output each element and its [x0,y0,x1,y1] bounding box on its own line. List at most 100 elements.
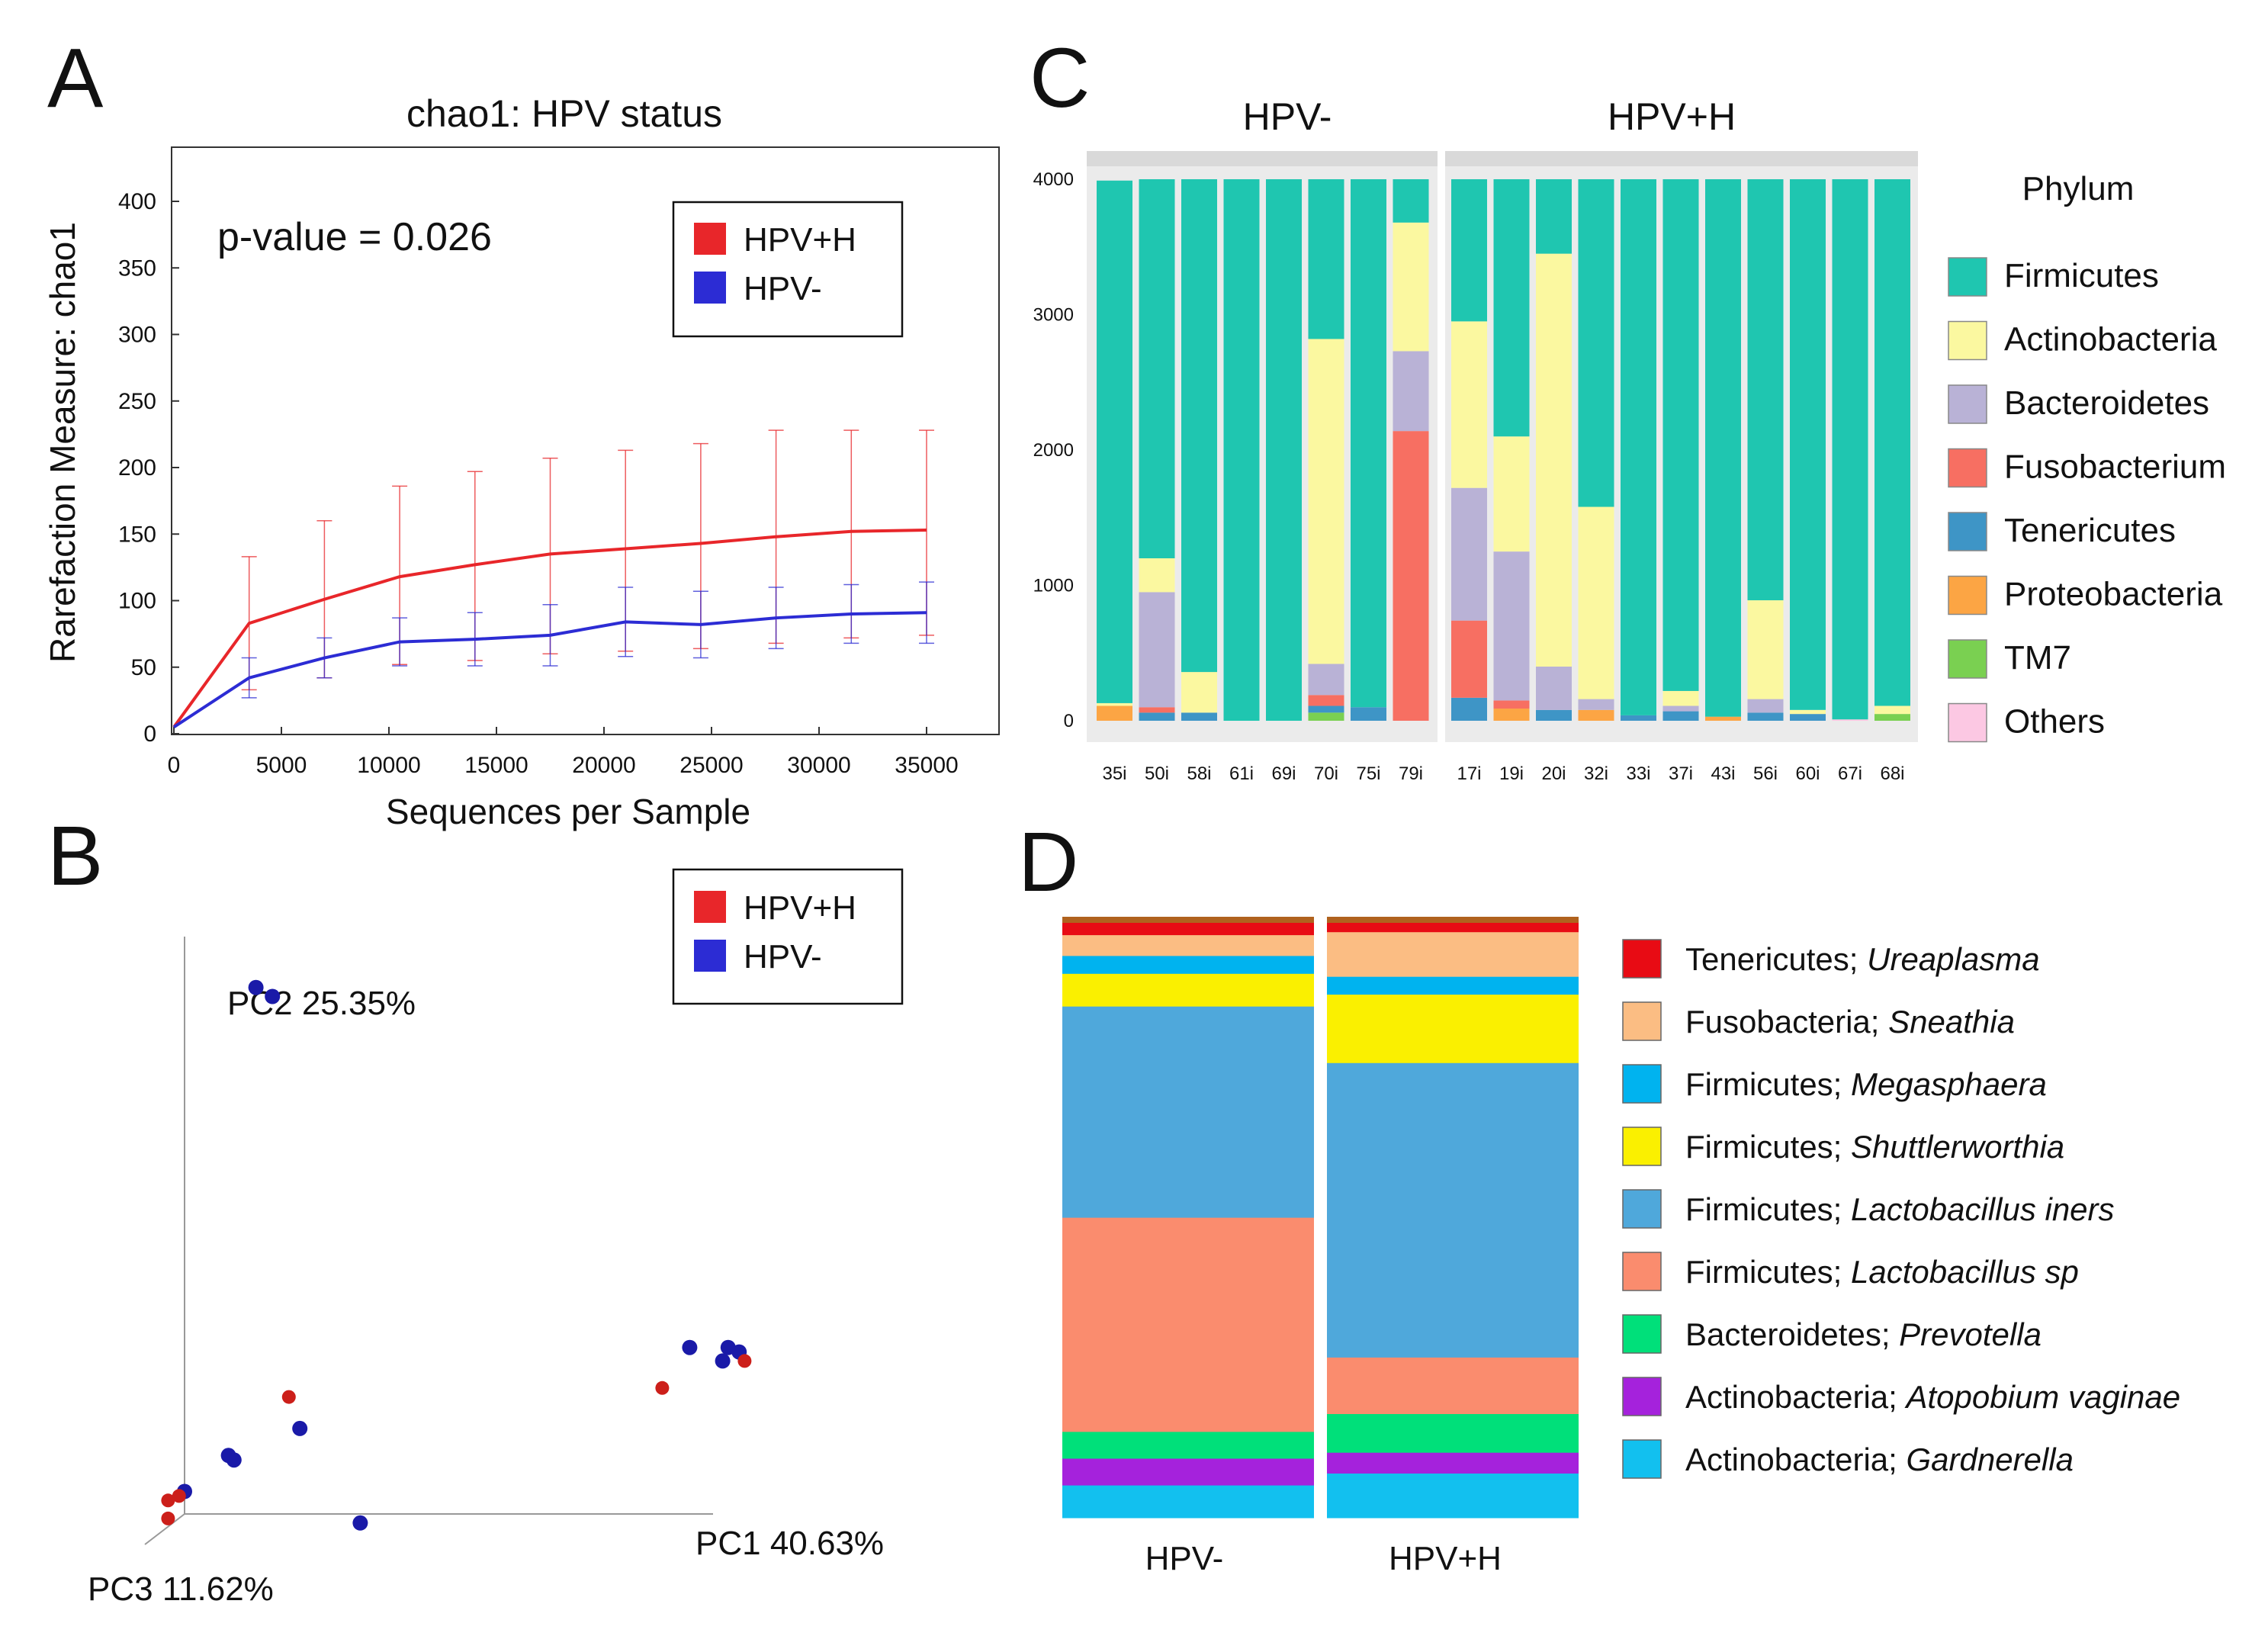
phylum-legend-label: Firmicutes [2004,257,2159,294]
y-tick-label: 250 [118,389,156,414]
genus-segment-sneathia [1327,931,1579,977]
x-tick-label: 25000 [679,753,743,778]
stack-segment-tenericutes [1139,712,1175,721]
pvalue-annotation: p-value = 0.026 [217,215,492,259]
x-tick-label: 15000 [464,753,528,778]
genus-legend: Tenericutes; Ureaplasma Fusobacteria; Sne… [1622,939,2180,1479]
stack-segment-actinobacteria [1578,506,1614,699]
stack-segment-firmicutes [1266,179,1302,721]
y-tick-label: 400 [118,189,156,214]
pcoa-point-hpvneg [715,1353,731,1369]
phylum-legend-label: Tenericutes [2004,512,2176,549]
sample-label: 43i [1711,763,1735,784]
x-tick-label: 30000 [787,753,850,778]
stack-segment-firmicutes [1223,179,1260,721]
genus-segment-gardnerella [1062,1485,1314,1519]
stack-segment-actinobacteria [1747,600,1784,699]
phylum-swatch [1948,257,1987,297]
stack-segment-actinobacteria [1493,436,1530,552]
sample-label: 32i [1584,763,1608,784]
sample-label: 61i [1229,763,1254,784]
stack-segment-tenericutes [1451,697,1487,721]
genus-segment-ureaplasma [1327,923,1579,933]
panel-a-legend: HPV+H HPV- [672,201,904,338]
genus-swatch [1622,1064,1662,1104]
genus-segment-ureaplasma [1062,923,1314,936]
sample-label: 33i [1626,763,1650,784]
pc3-label: PC3 11.62% [88,1570,274,1608]
phylum-legend-label: TM7 [2004,639,2071,677]
stack-segment-firmicutes [1536,179,1572,254]
sample-label: 68i [1880,763,1904,784]
pcoa-point-hpvneg [248,979,264,995]
pc1-label: PC1 40.63% [695,1525,884,1562]
stack-segment-bacteroidetes [1451,487,1487,621]
phylum-legend-label: Bacteroidetes [2004,384,2209,422]
stack-segment-bacteroidetes [1747,699,1784,713]
phylum-swatch [1948,384,1987,424]
panel-c-x-ticks: 35i 50i 58i 61i 69i 70i 75i 79i 17i 19i 20i 32i 33i 3… [1102,763,1904,784]
stack-segment-actinobacteria [1308,339,1344,664]
panel-letter-b: B [47,809,103,903]
stack-segment-tm7 [1308,712,1344,721]
pcoa-point-hpvneg [226,1452,242,1468]
stack-segment-actinobacteria [1874,706,1910,715]
genus-legend-label: Actinobacteria; Gardnerella [1685,1442,2074,1477]
legend-swatch-hpvh [694,223,726,255]
pcoa-point-hpvh [161,1511,175,1525]
legend-label-hpvh: HPV+H [744,889,856,927]
pcoa-point-hpvneg [292,1420,308,1436]
panel-b-legend: HPV+H HPV- [672,868,904,1005]
panel-c-bars [1097,179,1910,721]
stack-segment-firmicutes [1832,179,1868,720]
stack-segment-fusobacterium [1493,700,1530,709]
c-y-tick-label: 1000 [1033,576,1074,596]
stack-segment-actinobacteria [1536,253,1572,667]
genus-segment-megasphaera [1327,976,1579,995]
x-tick-label: 10000 [357,753,420,778]
panel-d-category-hpvneg: HPV- [1145,1540,1224,1577]
genus-swatch [1622,1314,1662,1354]
x-tick-label: 20000 [572,753,635,778]
panel-letter-d: D [1018,815,1078,909]
stack-segment-fusobacterium [1308,695,1344,706]
genus-swatch [1622,1439,1662,1479]
legend-label-hpvneg: HPV- [744,938,822,975]
stack-segment-firmicutes [1351,179,1386,708]
genus-segment-lactobacillus-iners [1062,1006,1314,1218]
genus-segment-prevotella [1062,1431,1314,1459]
stack-segment-bacteroidetes [1536,667,1572,710]
stack-segment-firmicutes [1493,179,1530,437]
stack-segment-proteobacteria [1705,716,1741,721]
stack-segment-firmicutes [1621,179,1656,715]
genus-legend-label: Firmicutes; Megasphaera [1685,1066,2047,1102]
genus-swatch [1622,1189,1662,1229]
stack-segment-fusobacterium [1393,431,1429,721]
stack-segment-firmicutes [1705,179,1741,717]
phylum-legend-label: Proteobacteria [2004,576,2223,613]
stack-segment-firmicutes [1662,179,1699,691]
sample-label: 50i [1145,763,1169,784]
genus-segment-megasphaera [1062,955,1314,974]
pc3-axis [144,1513,185,1545]
stack-segment-firmicutes [1181,179,1217,673]
y-tick-label: 0 [143,722,156,747]
stack-segment-actinobacteria [1139,558,1175,593]
panel-d-genus-bars: HPV- HPV+H Tenericutes; Ureaplasma Fusoba… [1062,917,2180,1577]
stack-segment-tenericutes [1351,707,1386,721]
panel-d-category-hpvh: HPV+H [1389,1540,1502,1577]
stack-segment-actinobacteria [1097,702,1132,706]
stack-segment-actinobacteria [1393,222,1429,352]
sample-label: 75i [1356,763,1380,784]
panel-d-bars [1062,917,1579,1519]
pcoa-point-hpvneg [265,988,281,1004]
stack-segment-tm7 [1874,714,1910,721]
stack-segment-firmicutes [1097,180,1132,703]
x-tick-label: 35000 [895,753,958,778]
genus-segment-shuttlerworthia [1062,973,1314,1007]
stack-segment-bacteroidetes [1308,664,1344,696]
panel-b-points [161,979,752,1531]
genus-legend-label: Bacteroidetes; Prevotella [1685,1316,2042,1352]
legend-swatch-hpvh [694,891,726,923]
panel-c-y-axis: 0 1000 2000 3000 4000 [1033,169,1074,731]
